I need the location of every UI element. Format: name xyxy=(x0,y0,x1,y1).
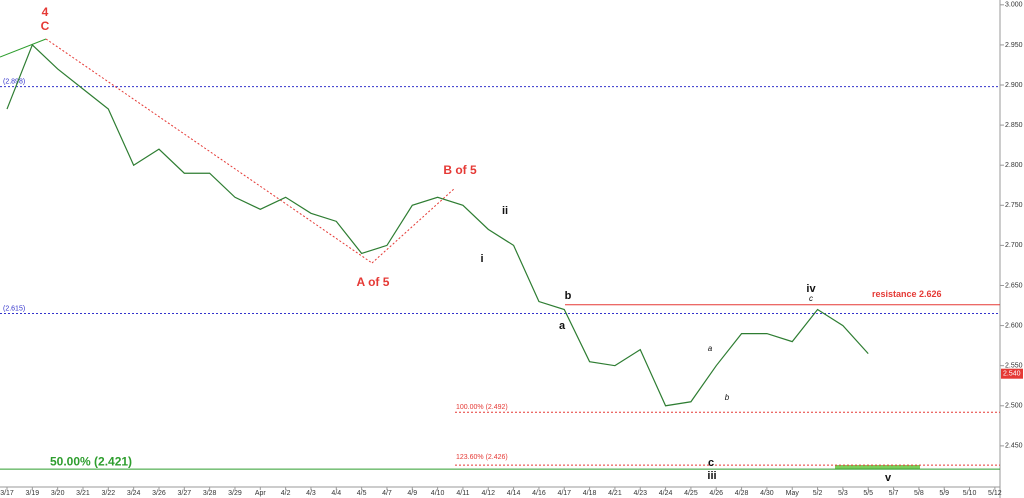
plot-area xyxy=(0,0,1000,498)
x-tick-label: 4/25 xyxy=(684,490,698,497)
x-tick-label: 5/9 xyxy=(939,490,949,497)
x-tick-label: 3/26 xyxy=(152,490,166,497)
x-tick-label: 5/5 xyxy=(863,490,873,497)
y-tick-label: 2.900 xyxy=(1005,82,1023,89)
x-tick-label: 3/19 xyxy=(26,490,40,497)
x-tick-label: 4/21 xyxy=(608,490,622,497)
x-tick-label: 4/26 xyxy=(709,490,723,497)
y-tick-label: 2.650 xyxy=(1005,282,1023,289)
y-tick-label: 2.850 xyxy=(1005,122,1023,129)
x-tick-label: Apr xyxy=(255,490,267,497)
last-price-label: 2.540 xyxy=(1003,371,1021,378)
x-tick-label: 5/2 xyxy=(813,490,823,497)
x-tick-label: 4/5 xyxy=(357,490,367,497)
level-label: (2.898) xyxy=(3,78,25,85)
x-tick-label: 4/9 xyxy=(407,490,417,497)
y-tick-label: 2.750 xyxy=(1005,202,1023,209)
x-tick-label: 4/10 xyxy=(431,490,445,497)
x-tick-label: 4/23 xyxy=(633,490,647,497)
x-tick-label: 3/20 xyxy=(51,490,65,497)
x-tick-label: 5/10 xyxy=(963,490,977,497)
x-tick-label: 3/22 xyxy=(102,490,116,497)
x-tick-label: 4/16 xyxy=(532,490,546,497)
x-tick-label: 3/27 xyxy=(177,490,191,497)
price-line xyxy=(6,43,869,407)
x-tick-label: 5/7 xyxy=(889,490,899,497)
level-label: resistance 2.626 xyxy=(872,289,942,299)
x-tick-label: 3/29 xyxy=(228,490,242,497)
wave-label: C xyxy=(41,19,50,33)
wave-label: a xyxy=(559,320,566,332)
wave-label: B of 5 xyxy=(443,163,477,177)
trend-line xyxy=(371,187,456,264)
trend-line xyxy=(0,38,47,58)
x-tick-label: May xyxy=(786,490,800,497)
y-tick-label: 2.450 xyxy=(1005,443,1023,450)
x-tick-label: 4/11 xyxy=(456,490,469,497)
level-label: 100.00% (2.492) xyxy=(456,404,508,411)
wave-label: iv xyxy=(806,283,816,295)
x-tick-label: 4/2 xyxy=(281,490,291,497)
x-tick-label: 3/21 xyxy=(76,490,90,497)
wave-label: b xyxy=(725,393,730,402)
x-tick-label: 4/7 xyxy=(382,490,392,497)
x-tick-label: 4/24 xyxy=(659,490,673,497)
x-tick-label: 4/30 xyxy=(760,490,774,497)
x-tick-label: 4/12 xyxy=(481,490,495,497)
y-tick-label: 2.700 xyxy=(1005,242,1023,249)
wave-label: ii xyxy=(502,205,508,217)
wave-label: a xyxy=(708,344,713,353)
wave-label: c xyxy=(708,457,714,469)
wave-label: iii xyxy=(707,470,716,482)
y-tick-label: 2.950 xyxy=(1005,42,1023,49)
x-tick-label: 3/28 xyxy=(203,490,217,497)
y-tick-label: 2.550 xyxy=(1005,363,1023,370)
x-tick-label: 4/28 xyxy=(735,490,749,497)
y-tick-label: 2.600 xyxy=(1005,322,1023,329)
wave-label: i xyxy=(480,253,483,265)
x-tick-label: 4/18 xyxy=(583,490,597,497)
y-tick-label: 3.000 xyxy=(1005,2,1023,9)
x-tick-label: 3/17 xyxy=(0,490,14,497)
y-tick-label: 2.500 xyxy=(1005,403,1023,410)
x-tick-label: 4/4 xyxy=(331,490,341,497)
x-tick-label: 5/3 xyxy=(838,490,848,497)
x-tick-label: 3/24 xyxy=(127,490,141,497)
x-tick-label: 5/8 xyxy=(914,490,924,497)
x-tick-label: 5/12 xyxy=(988,490,1002,497)
x-tick-label: 4/3 xyxy=(306,490,316,497)
wave-label: b xyxy=(565,290,572,302)
wave-label: A of 5 xyxy=(357,275,390,289)
level-label: (2.615) xyxy=(3,305,25,312)
wave-label: c xyxy=(809,294,813,303)
level-label: 123.60% (2.426) xyxy=(456,454,508,461)
y-tick-label: 2.800 xyxy=(1005,162,1023,169)
x-tick-label: 4/17 xyxy=(557,490,571,497)
x-tick-label: 4/14 xyxy=(507,490,521,497)
level-label: 50.00% (2.421) xyxy=(50,454,132,468)
wave-label: 4 xyxy=(42,5,49,19)
wave-label: v xyxy=(885,472,892,484)
last-price-box xyxy=(1001,368,1023,379)
trend-line xyxy=(45,38,373,264)
